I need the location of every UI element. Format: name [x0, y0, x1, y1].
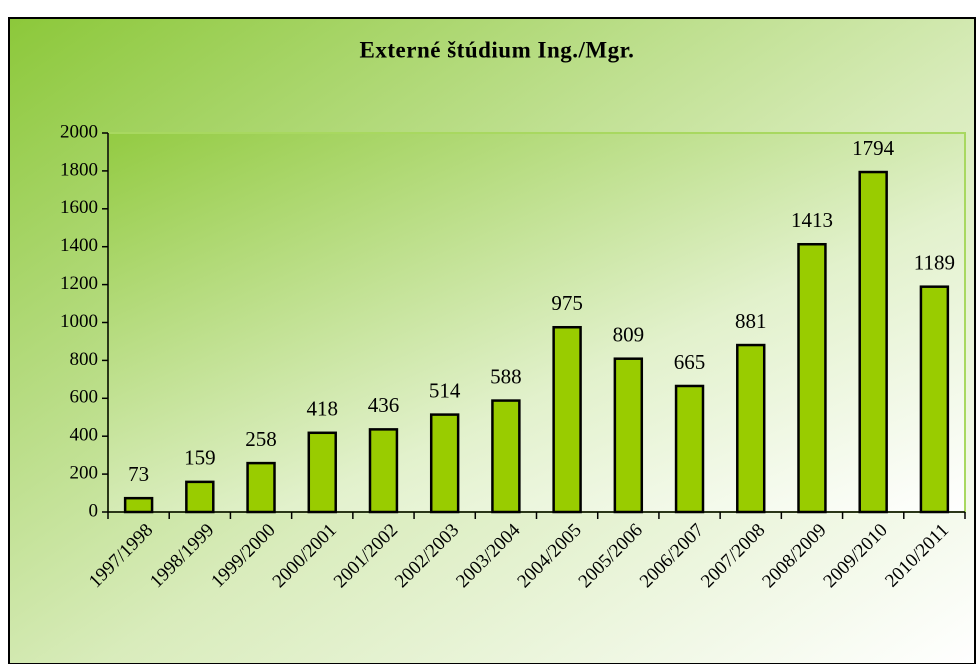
- y-tick-label: 2000: [60, 121, 98, 142]
- data-label: 975: [551, 291, 583, 315]
- bar: [307, 431, 337, 514]
- data-label: 514: [429, 378, 461, 402]
- bar: [674, 384, 705, 514]
- data-label: 665: [674, 350, 706, 374]
- data-label: 418: [307, 397, 339, 421]
- data-label: 436: [368, 393, 400, 417]
- y-tick-label: 600: [70, 387, 99, 408]
- bar: [123, 496, 154, 514]
- y-tick-label: 200: [70, 462, 99, 483]
- bar: [797, 242, 827, 514]
- bar: [246, 461, 276, 514]
- bar: [185, 480, 215, 514]
- chart-title: Externé štúdium Ing./Mgr.: [360, 37, 635, 62]
- data-label: 809: [613, 323, 645, 347]
- plot-area: [107, 132, 966, 513]
- bar: [491, 399, 521, 514]
- y-tick-label: 1000: [60, 311, 98, 332]
- bar: [368, 428, 399, 514]
- data-label: 258: [245, 427, 277, 451]
- bar: [919, 285, 950, 514]
- data-label: 1794: [852, 136, 895, 160]
- y-tick-label: 1600: [60, 197, 98, 218]
- data-label: 159: [184, 446, 216, 470]
- data-label: 1189: [914, 250, 955, 274]
- bar: [858, 170, 888, 514]
- bar: [736, 343, 766, 514]
- data-label: 73: [128, 462, 149, 486]
- data-label: 881: [735, 309, 767, 333]
- data-label: 1413: [791, 208, 833, 232]
- data-label: 588: [490, 364, 522, 388]
- y-tick-label: 1800: [60, 159, 98, 180]
- bar: [613, 357, 644, 514]
- y-tick-label: 1200: [60, 273, 98, 294]
- bar: [552, 325, 582, 514]
- y-tick-label: 1400: [60, 235, 98, 256]
- y-tick-label: 0: [89, 500, 99, 521]
- y-tick-label: 800: [70, 349, 99, 370]
- y-tick-label: 400: [70, 425, 99, 446]
- bar: [429, 413, 460, 514]
